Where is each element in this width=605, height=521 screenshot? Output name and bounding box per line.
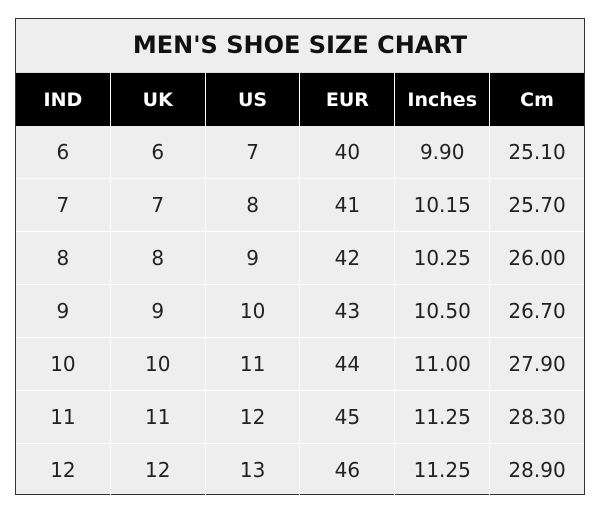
table-cell: 13 <box>205 444 301 497</box>
table-cell: 28.90 <box>490 444 584 497</box>
table-cell: 46 <box>300 444 396 497</box>
table-cell: 10.50 <box>395 285 491 338</box>
table-cell: 11.25 <box>395 391 491 444</box>
table-cell: 12 <box>110 444 206 497</box>
table-cell: 26.70 <box>490 285 584 338</box>
table-cell: 11 <box>205 338 301 391</box>
table-cell: 10.15 <box>395 179 491 232</box>
table-row: 12 12 13 46 11.25 28.90 <box>16 444 584 497</box>
table-cell: 27.90 <box>490 338 584 391</box>
table-cell: 11 <box>110 391 206 444</box>
table-cell: 45 <box>300 391 396 444</box>
table-cell: 11.00 <box>395 338 491 391</box>
table-cell: 7 <box>205 126 301 179</box>
table-cell: 10.25 <box>395 232 491 285</box>
table-row: 9 9 10 43 10.50 26.70 <box>16 285 584 338</box>
table-body: 6 6 7 40 9.90 25.10 7 7 8 41 10.15 25.70 8 8 9 42 10.25 2… <box>16 126 584 497</box>
table-cell: 41 <box>300 179 396 232</box>
table-cell: 28.30 <box>490 391 584 444</box>
size-chart-table: MEN'S SHOE SIZE CHART IND UK US EUR Inches Cm… <box>15 18 585 497</box>
table-cell: 6 <box>110 126 206 179</box>
table-row: 10 10 11 44 11.00 27.90 <box>16 338 584 391</box>
table-cell: 7 <box>110 179 206 232</box>
column-header-inches: Inches <box>395 73 491 126</box>
column-header-ind: IND <box>16 73 111 126</box>
column-header-cm: Cm <box>490 73 584 126</box>
table-row: 7 7 8 41 10.15 25.70 <box>16 179 584 232</box>
table-row: 11 11 12 45 11.25 28.30 <box>16 391 584 444</box>
table-cell: 12 <box>16 444 111 497</box>
table-cell: 10 <box>16 338 111 391</box>
table-cell: 25.70 <box>490 179 584 232</box>
table-cell: 11.25 <box>395 444 491 497</box>
table-cell: 26.00 <box>490 232 584 285</box>
header-row: IND UK US EUR Inches Cm <box>16 73 584 126</box>
chart-title: MEN'S SHOE SIZE CHART <box>16 19 584 73</box>
column-header-us: US <box>205 73 301 126</box>
table-cell: 9 <box>16 285 111 338</box>
column-header-uk: UK <box>110 73 206 126</box>
table-row: 8 8 9 42 10.25 26.00 <box>16 232 584 285</box>
table-cell: 42 <box>300 232 396 285</box>
column-header-eur: EUR <box>300 73 396 126</box>
table-cell: 40 <box>300 126 396 179</box>
table-cell: 9 <box>205 232 301 285</box>
table-cell: 8 <box>110 232 206 285</box>
table-cell: 6 <box>16 126 111 179</box>
table-cell: 10 <box>110 338 206 391</box>
table-cell: 12 <box>205 391 301 444</box>
table-cell: 10 <box>205 285 301 338</box>
table-cell: 9 <box>110 285 206 338</box>
table-cell: 25.10 <box>490 126 584 179</box>
table-cell: 7 <box>16 179 111 232</box>
table-row: 6 6 7 40 9.90 25.10 <box>16 126 584 179</box>
table-cell: 11 <box>16 391 111 444</box>
table-cell: 43 <box>300 285 396 338</box>
table-cell: 8 <box>16 232 111 285</box>
table-cell: 9.90 <box>395 126 491 179</box>
table-cell: 44 <box>300 338 396 391</box>
table-cell: 8 <box>205 179 301 232</box>
